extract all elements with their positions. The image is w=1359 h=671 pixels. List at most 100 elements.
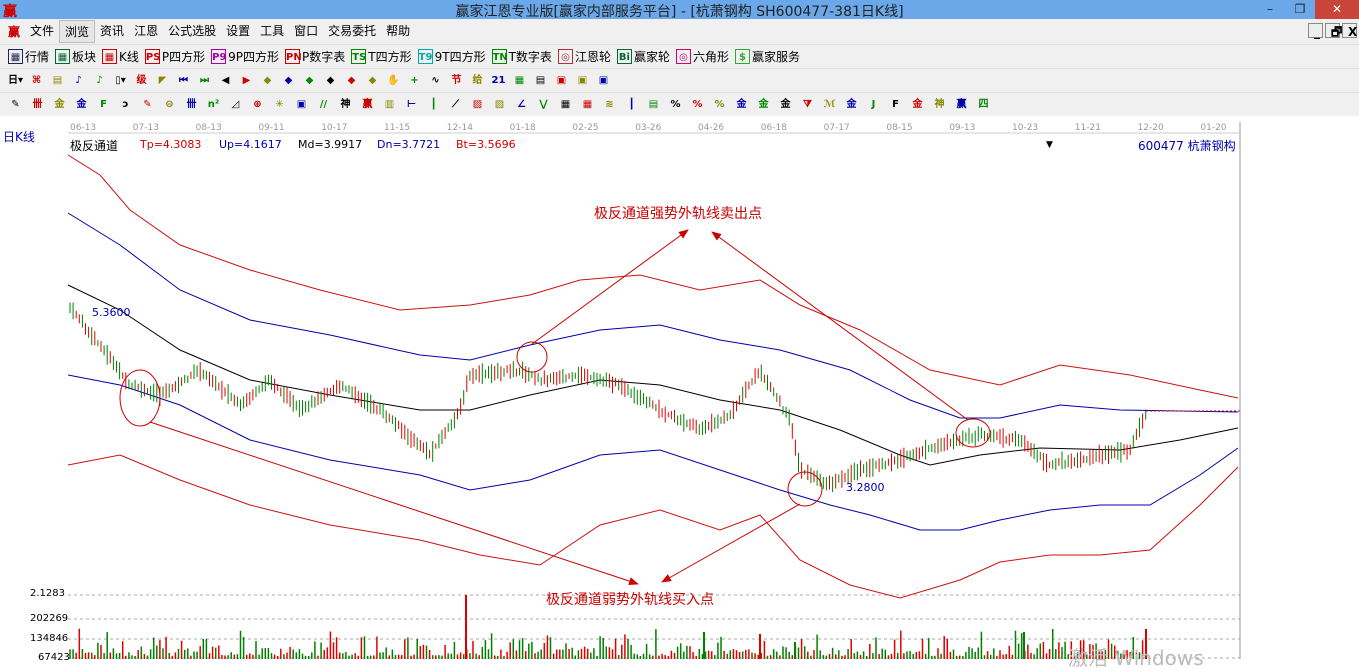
- tool-icon[interactable]: 金: [912, 99, 923, 110]
- tool-icon[interactable]: ◿: [231, 99, 240, 110]
- toolbar-button[interactable]: T9 9T四方形: [417, 48, 486, 65]
- menu-item[interactable]: 浏览: [59, 20, 96, 43]
- mdi-close-button[interactable]: X: [1342, 23, 1357, 39]
- tool-icon[interactable]: n²: [207, 99, 220, 110]
- toolbar-button[interactable]: TN T数字表: [491, 48, 552, 65]
- tool-icon[interactable]: ℳ: [823, 99, 836, 110]
- tool-icon[interactable]: ✎: [11, 99, 20, 110]
- tool-icon[interactable]: ┃: [430, 99, 437, 110]
- tool-icon[interactable]: ▶: [242, 75, 251, 86]
- minimize-button[interactable]: –: [1267, 2, 1273, 16]
- tool-icon[interactable]: ◆: [263, 75, 272, 86]
- tool-icon[interactable]: %: [692, 99, 703, 110]
- tool-icon[interactable]: 四: [978, 99, 989, 110]
- tool-icon[interactable]: J: [871, 99, 876, 110]
- toolbar-button[interactable]: ◎ 江恩轮: [557, 48, 611, 65]
- tool-icon[interactable]: ▦: [514, 75, 525, 86]
- mdi-minimize-button[interactable]: _: [1308, 23, 1323, 39]
- tool-icon[interactable]: 金: [846, 99, 857, 110]
- tool-icon[interactable]: ▤: [648, 99, 659, 110]
- tool-icon[interactable]: ✎: [143, 99, 152, 110]
- tool-icon[interactable]: F: [892, 99, 899, 110]
- tool-icon[interactable]: ▣: [598, 75, 609, 86]
- menu-item[interactable]: 资讯: [100, 24, 125, 38]
- tool-icon[interactable]: 金: [780, 99, 791, 110]
- tool-icon[interactable]: ▣: [556, 75, 567, 86]
- tool-icon[interactable]: ◆: [305, 75, 314, 86]
- menu-item[interactable]: 文件: [30, 24, 55, 38]
- tool-icon[interactable]: +: [410, 75, 419, 86]
- toolbar-button[interactable]: PN P数字表: [285, 48, 345, 65]
- toolbar-button[interactable]: ▦ 行情: [8, 48, 49, 65]
- tool-icon[interactable]: 给: [472, 75, 483, 86]
- maximize-button[interactable]: ❐: [1294, 2, 1306, 16]
- close-button[interactable]: ✕: [1315, 0, 1359, 19]
- tool-icon[interactable]: ◆: [368, 75, 377, 86]
- tool-icon[interactable]: ◀: [221, 75, 230, 86]
- tool-icon[interactable]: 金: [736, 99, 747, 110]
- tool-icon[interactable]: 神: [340, 99, 351, 110]
- tool-icon[interactable]: ▥: [384, 99, 395, 110]
- tool-icon[interactable]: ◆: [326, 75, 335, 86]
- tool-icon[interactable]: ▤: [52, 75, 63, 86]
- tool-icon[interactable]: ◤: [158, 75, 167, 86]
- tool-icon[interactable]: ▨: [472, 99, 483, 110]
- tool-icon[interactable]: F: [100, 99, 107, 110]
- menu-item[interactable]: 交易委托: [328, 24, 377, 38]
- menu-item[interactable]: 窗口: [294, 24, 319, 38]
- tool-icon[interactable]: 级: [136, 75, 147, 86]
- tool-icon[interactable]: ɔ: [122, 99, 129, 110]
- tool-icon[interactable]: ♪: [75, 75, 82, 86]
- tool-icon[interactable]: ▤: [535, 75, 546, 86]
- menu-item[interactable]: 设置: [226, 24, 251, 38]
- tool-icon[interactable]: ∠: [517, 99, 526, 110]
- tool-icon[interactable]: ▣: [296, 99, 307, 110]
- tool-icon[interactable]: ≋: [605, 99, 614, 110]
- tool-icon[interactable]: //: [319, 99, 328, 110]
- toolbar-button[interactable]: TS T四方形: [351, 48, 412, 65]
- tool-icon[interactable]: 卌: [32, 99, 43, 110]
- mdi-restore-button[interactable]: 🗗: [1325, 23, 1342, 39]
- tool-icon[interactable]: ⊖: [165, 99, 174, 110]
- toolbar-button[interactable]: P9 9P四方形: [211, 48, 279, 65]
- tool-icon[interactable]: 卌: [186, 99, 197, 110]
- tool-icon[interactable]: ∿: [431, 75, 440, 86]
- menu-item[interactable]: 公式选股: [168, 24, 217, 38]
- tool-icon[interactable]: 日▾: [8, 75, 24, 86]
- tool-icon[interactable]: 金: [76, 99, 87, 110]
- tool-icon[interactable]: 金: [54, 99, 65, 110]
- app-menu-logo[interactable]: 赢: [8, 25, 21, 39]
- menu-item[interactable]: 帮助: [386, 24, 411, 38]
- tool-icon[interactable]: ◆: [284, 75, 293, 86]
- tool-icon[interactable]: ▯▾: [115, 75, 126, 86]
- toolbar-button[interactable]: ▦ 板块: [55, 48, 96, 65]
- tool-icon[interactable]: ⏮: [179, 75, 188, 86]
- toolbar-button[interactable]: ◎ 六角形: [675, 48, 729, 65]
- tool-icon[interactable]: 21: [491, 75, 506, 86]
- tool-icon[interactable]: ▣: [577, 75, 588, 86]
- tool-icon[interactable]: ⌘: [31, 75, 42, 86]
- toolbar-button[interactable]: $ 赢家服务: [734, 48, 800, 65]
- kline-chart[interactable]: 日K线 06-13 07-13 08-13 09-11 10-17 11-15 12-14 0…: [0, 122, 1359, 670]
- menu-item[interactable]: 江恩: [134, 24, 159, 38]
- tool-icon[interactable]: 神: [934, 99, 945, 110]
- tool-icon[interactable]: 金: [758, 99, 769, 110]
- toolbar-button[interactable]: PS P四方形: [144, 48, 205, 65]
- dropdown-arrow-icon[interactable]: ▼: [1046, 140, 1053, 150]
- tool-icon[interactable]: ⏭: [200, 75, 209, 86]
- tool-icon[interactable]: %: [670, 99, 681, 110]
- tool-icon[interactable]: ⧩: [803, 99, 812, 110]
- tool-icon[interactable]: ⟋: [452, 99, 459, 110]
- tool-icon[interactable]: ⊕: [253, 99, 262, 110]
- tool-icon[interactable]: ◆: [347, 75, 356, 86]
- tool-icon[interactable]: ▦: [582, 99, 593, 110]
- tool-icon[interactable]: ⊢: [406, 99, 417, 110]
- tool-icon[interactable]: 赢: [362, 99, 373, 110]
- toolbar-button[interactable]: Bi 赢家轮: [616, 48, 670, 65]
- tool-icon[interactable]: ▦: [560, 99, 571, 110]
- tool-icon[interactable]: 赢: [956, 99, 967, 110]
- tool-icon[interactable]: ┃: [628, 99, 635, 110]
- menu-item[interactable]: 工具: [260, 24, 285, 38]
- toolbar-button[interactable]: ▦ K线: [102, 48, 139, 65]
- tool-icon[interactable]: ⋁: [539, 99, 548, 110]
